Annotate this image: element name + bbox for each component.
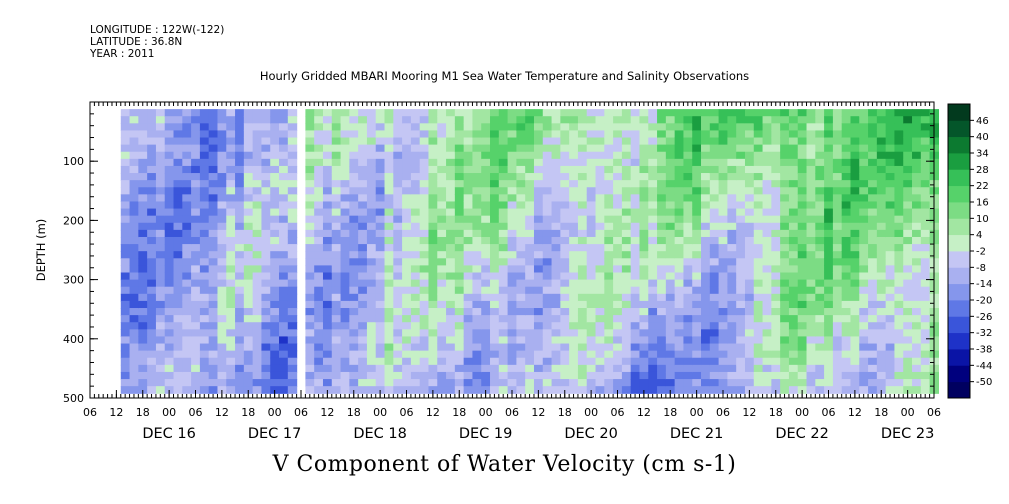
x-tick-label: 06 xyxy=(611,406,625,419)
x-tick-label: 06 xyxy=(927,406,941,419)
x-tick-label: 00 xyxy=(690,406,704,419)
colorbar-tick-label: 22 xyxy=(976,181,989,192)
chart-title: Hourly Gridded MBARI Mooring M1 Sea Wate… xyxy=(259,69,750,83)
colorbar-tick-label: 10 xyxy=(976,214,989,225)
colorbar-swatch xyxy=(948,153,970,170)
colorbar-swatch xyxy=(948,120,970,138)
colorbar-tick-label: -32 xyxy=(976,328,992,339)
x-tick-label: 12 xyxy=(742,406,756,419)
colorbar-swatch xyxy=(948,185,970,203)
colorbar-tick-label: -38 xyxy=(976,345,992,356)
x-tick-label: 18 xyxy=(769,406,783,419)
colorbar-swatch xyxy=(948,202,970,219)
colorbar-tick-label: -20 xyxy=(976,296,992,307)
x-tick-label: 00 xyxy=(479,406,493,419)
colorbar-swatch xyxy=(948,136,970,154)
colorbar-swatch xyxy=(948,169,970,187)
colorbar-tick-label: 16 xyxy=(976,198,989,209)
heatmap-field xyxy=(120,109,939,394)
x-tick-label: 18 xyxy=(663,406,677,419)
x-day-label: DEC 19 xyxy=(459,426,513,442)
x-tick-label: 12 xyxy=(637,406,651,419)
x-tick-label: 18 xyxy=(558,406,572,419)
x-tick-label: 18 xyxy=(136,406,150,419)
colorbar-swatch xyxy=(948,300,970,317)
colorbar-tick-label: 4 xyxy=(976,230,982,241)
x-tick-label: 18 xyxy=(241,406,255,419)
latitude-label: LATITUDE : 36.8N xyxy=(90,36,183,48)
colorbar-swatch xyxy=(948,104,970,121)
x-tick-label: 06 xyxy=(716,406,730,419)
colorbar-tick-label: -26 xyxy=(976,312,992,323)
colorbar-tick-label: -14 xyxy=(976,279,992,290)
x-tick-label: 00 xyxy=(268,406,282,419)
colorbar-swatch xyxy=(948,316,970,334)
x-tick-label: 06 xyxy=(294,406,308,419)
x-tick-label: 12 xyxy=(109,406,123,419)
x-tick-label: 00 xyxy=(373,406,387,419)
x-tick-label: 06 xyxy=(400,406,414,419)
colorbar-tick-label: 46 xyxy=(976,116,989,127)
colorbar-swatch xyxy=(948,218,970,236)
longitude-label: LONGITUDE : 122W(-122) xyxy=(90,24,225,36)
colorbar-swatch xyxy=(948,381,970,399)
x-tick-label: 06 xyxy=(505,406,519,419)
x-day-label: DEC 18 xyxy=(353,426,407,442)
x-tick-label: 00 xyxy=(795,406,809,419)
colorbar-swatch xyxy=(948,251,970,268)
y-tick-label: 200 xyxy=(63,214,84,227)
x-day-label: DEC 23 xyxy=(881,426,935,442)
x-day-label: DEC 21 xyxy=(670,426,724,442)
colorbar-tick-label: 28 xyxy=(976,165,989,176)
x-tick-label: 12 xyxy=(531,406,545,419)
x-tick-label: 12 xyxy=(215,406,229,419)
colorbar-swatch xyxy=(948,267,970,285)
y-axis-label: DEPTH (m) xyxy=(34,219,48,282)
colorbar-swatch xyxy=(948,234,970,252)
x-tick-label: 12 xyxy=(320,406,334,419)
y-tick-label: 400 xyxy=(63,333,84,346)
y-tick-label: 100 xyxy=(63,155,84,168)
colorbar-caption: V Component of Water Velocity (cm s-1) xyxy=(272,452,737,477)
colorbar-swatch xyxy=(948,349,970,366)
colorbar-tick-label: 40 xyxy=(976,132,989,143)
colorbar-tick-label: -2 xyxy=(976,247,986,258)
colorbar: 46 40 34 28 22 16 10 4 -2 -8 -14 -20 -26 -32 -38 -44 -50 xyxy=(947,103,992,399)
x-tick-label: 12 xyxy=(848,406,862,419)
x-tick-label: 06 xyxy=(189,406,203,419)
x-tick-label: 06 xyxy=(822,406,836,419)
x-day-label: DEC 20 xyxy=(564,426,618,442)
x-tick-label: 00 xyxy=(584,406,598,419)
colorbar-swatch xyxy=(948,332,970,350)
colorbar-tick-label: -44 xyxy=(976,361,992,372)
colorbar-tick-label: 34 xyxy=(976,149,989,160)
colorbar-tick-label: -50 xyxy=(976,377,992,388)
x-tick-label: 18 xyxy=(347,406,361,419)
x-tick-label: 12 xyxy=(426,406,440,419)
colorbar-swatch xyxy=(948,283,970,301)
x-tick-label: 18 xyxy=(452,406,466,419)
colorbar-swatch xyxy=(948,365,970,383)
x-tick-label: 00 xyxy=(901,406,915,419)
y-tick-label: 500 xyxy=(63,392,84,405)
x-tick-label: 06 xyxy=(83,406,97,419)
x-tick-label: 00 xyxy=(162,406,176,419)
x-day-label: DEC 17 xyxy=(248,426,302,442)
x-day-label: DEC 16 xyxy=(142,426,196,442)
y-tick-label: 300 xyxy=(63,274,84,287)
x-day-label: DEC 22 xyxy=(775,426,829,442)
colorbar-tick-label: -8 xyxy=(976,263,986,274)
year-label: YEAR : 2011 xyxy=(90,48,155,60)
x-tick-label: 18 xyxy=(874,406,888,419)
